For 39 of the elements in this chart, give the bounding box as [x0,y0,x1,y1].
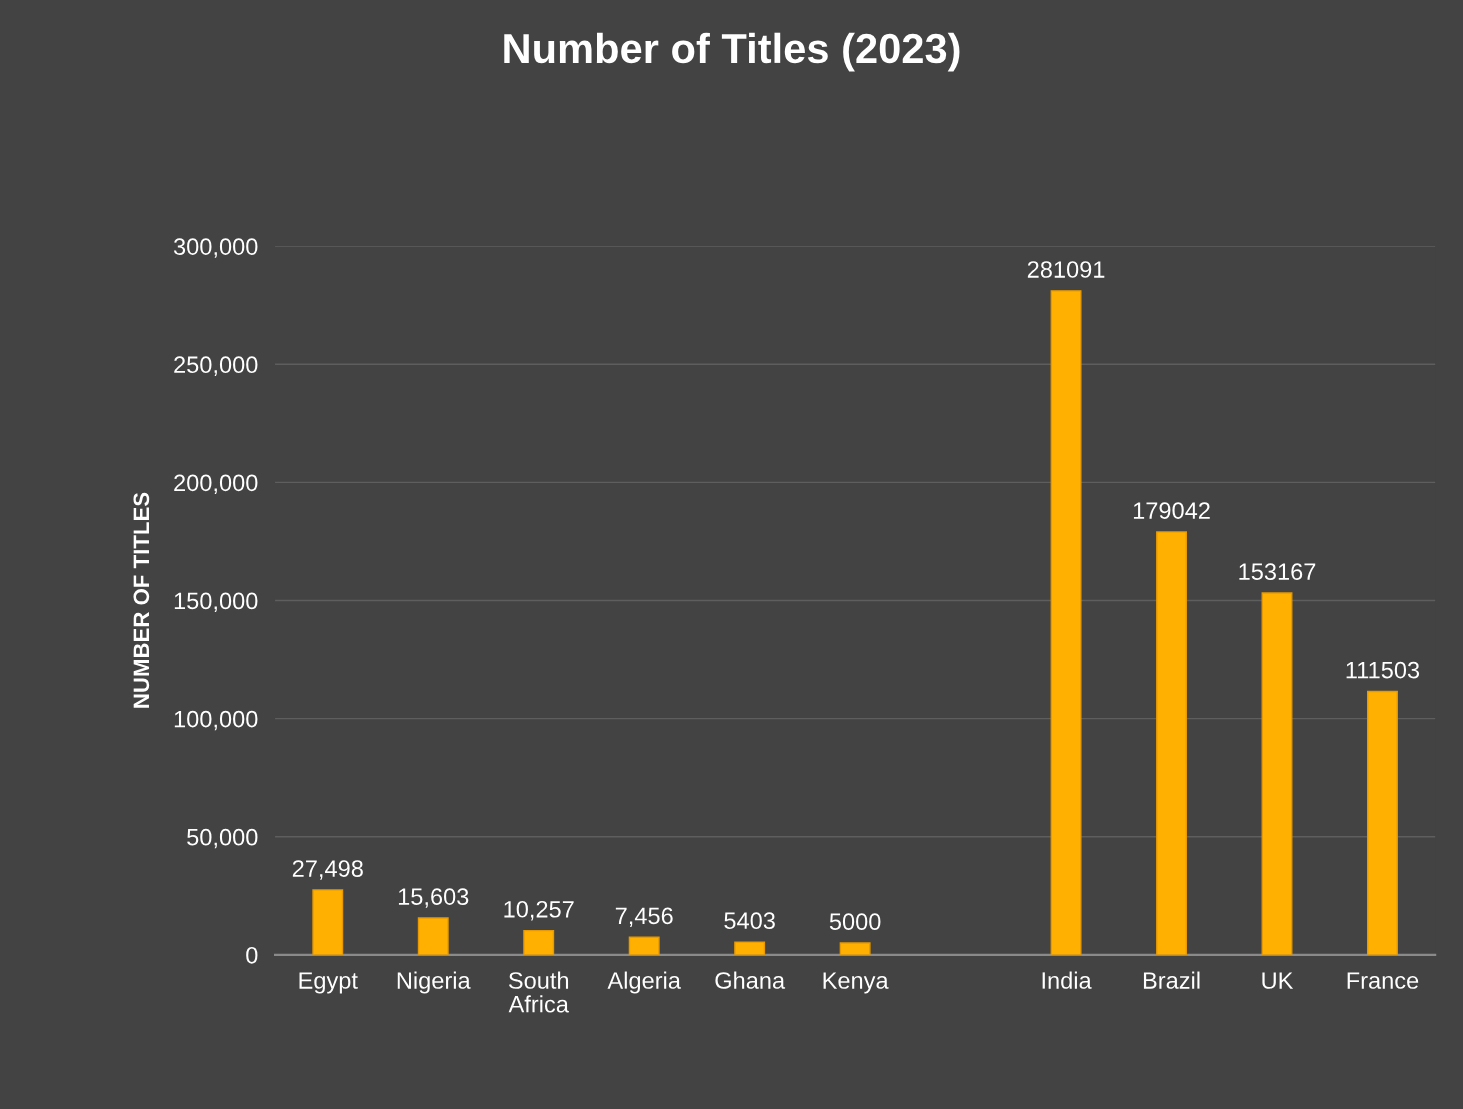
bar [417,917,449,955]
x-tick-label: Ghana [715,971,786,989]
x-tick-label: Algeria [607,971,681,994]
x-tick-label: UK [1262,972,1294,989]
bar [1050,290,1082,955]
bar [312,889,344,955]
x-tick-label: France [1347,972,1419,989]
data-label: 10,257 [504,900,574,921]
data-label: 111503 [1346,661,1420,679]
y-tick-label: 150,000 [174,592,258,613]
data-label: 7,456 [615,907,673,928]
y-tick-label: 100,000 [174,710,258,731]
data-label: 5403 [724,912,775,930]
bar [1261,592,1293,955]
x-tick-label: Kenya [823,972,889,994]
x-tick-label: Brazil [1143,971,1200,989]
bar [523,929,555,955]
x-tick-label: Egypt [299,972,358,994]
bar [1156,531,1187,955]
data-label: 179042 [1133,502,1210,519]
data-label: 27,498 [292,860,363,880]
x-tick-label: South Africa [508,971,569,1013]
x-tick-label: India [1042,971,1092,989]
data-label: 281091 [1027,261,1105,278]
y-tick-label: 0 [246,946,258,964]
y-tick-label: 50,000 [187,828,258,849]
bar [839,942,871,955]
bar [628,936,660,955]
data-label: 5000 [829,913,881,931]
y-axis-title: NUMBER OF TITLES [133,492,150,708]
y-tick-label: 200,000 [174,474,258,494]
chart-title: Number of Titles (2023) [504,32,960,72]
x-tick-label: Nigeria [397,971,471,994]
bar [734,941,766,955]
data-label: 153167 [1239,563,1316,581]
y-tick-label: 300,000 [173,238,258,258]
y-tick-label: 250,000 [174,356,258,376]
bar [1367,690,1398,955]
data-label: 15,603 [398,888,469,908]
